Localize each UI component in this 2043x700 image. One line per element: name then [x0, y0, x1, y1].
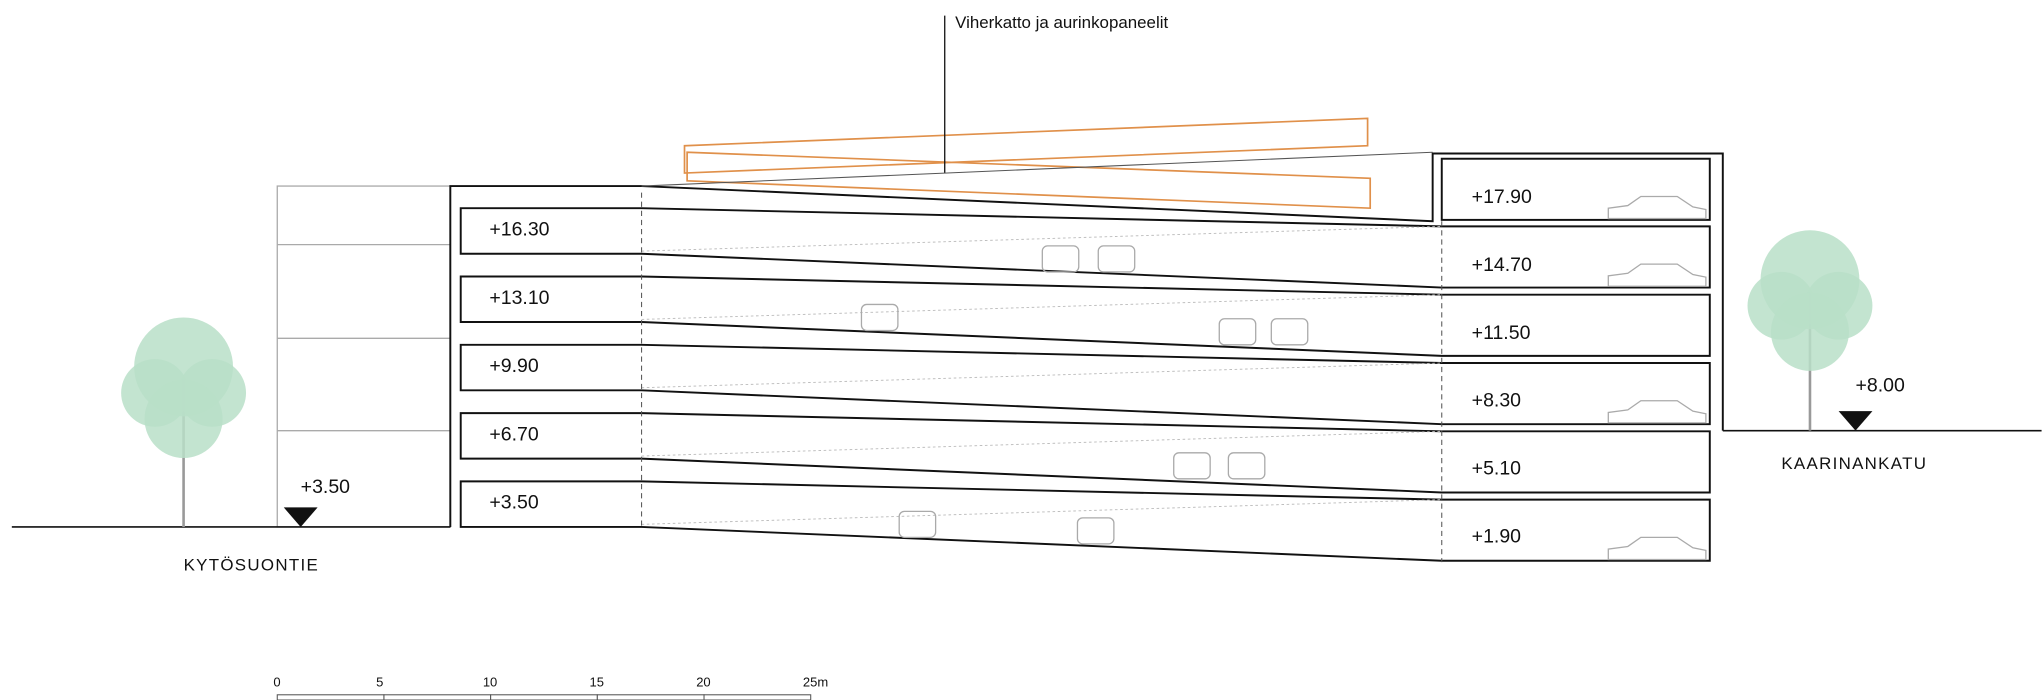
scale-label: 5	[376, 675, 383, 690]
level-label: +14.70	[1472, 254, 1532, 276]
scale-segment	[703, 694, 812, 700]
car	[1076, 517, 1115, 545]
car	[1607, 195, 1707, 220]
street-level: +3.50	[301, 476, 350, 498]
scale-segment	[276, 694, 385, 700]
ramp-surface	[641, 362, 1442, 389]
level-label: +16.30	[489, 218, 549, 240]
level-label: +13.10	[489, 287, 549, 309]
scale-segment	[490, 694, 598, 700]
car	[1270, 318, 1309, 346]
ramp-surface	[641, 225, 1442, 252]
car	[1607, 263, 1707, 287]
car	[1227, 452, 1266, 480]
scale-segment	[383, 694, 492, 700]
tree-crown	[144, 379, 223, 458]
scale-label: 15	[590, 675, 604, 690]
car	[1607, 400, 1707, 424]
level-label: +17.90	[1472, 186, 1532, 208]
car	[1097, 245, 1136, 273]
ramp-surface	[641, 430, 1442, 457]
car	[1218, 318, 1257, 346]
level-label: +5.10	[1472, 458, 1521, 480]
level-marker	[283, 507, 318, 527]
car	[1173, 452, 1211, 480]
level-label: +9.90	[489, 355, 538, 377]
annotation: Viherkatto ja aurinkopaneelit	[955, 13, 1168, 32]
solar-panel	[686, 151, 1372, 210]
level-label: +8.30	[1472, 390, 1521, 412]
scale-label: 25m	[803, 675, 828, 690]
tree-crown	[1770, 292, 1850, 371]
street-name: KYTÖSUONTIE	[184, 555, 319, 574]
level-label: +11.50	[1472, 322, 1531, 344]
top-level	[1440, 157, 1711, 221]
scale-segment	[596, 694, 705, 700]
level-label: +6.70	[489, 423, 538, 445]
scale-label: 10	[483, 675, 497, 690]
street-name: KAARINANKATU	[1781, 454, 1927, 473]
roof-line	[641, 151, 1433, 187]
level-marker	[1838, 411, 1873, 431]
ramp-surface	[641, 294, 1442, 320]
scale-label: 0	[273, 675, 280, 690]
scale-label: 20	[696, 675, 710, 690]
ramp-surface	[641, 499, 1442, 525]
street-level: +8.00	[1856, 375, 1905, 397]
level-label: +3.50	[489, 492, 538, 514]
car	[1607, 536, 1707, 561]
solar-panel	[683, 117, 1369, 174]
building-outline	[449, 152, 1724, 527]
car	[898, 510, 937, 539]
level-label: +1.90	[1472, 526, 1521, 548]
car	[860, 303, 899, 332]
car	[1041, 245, 1080, 273]
